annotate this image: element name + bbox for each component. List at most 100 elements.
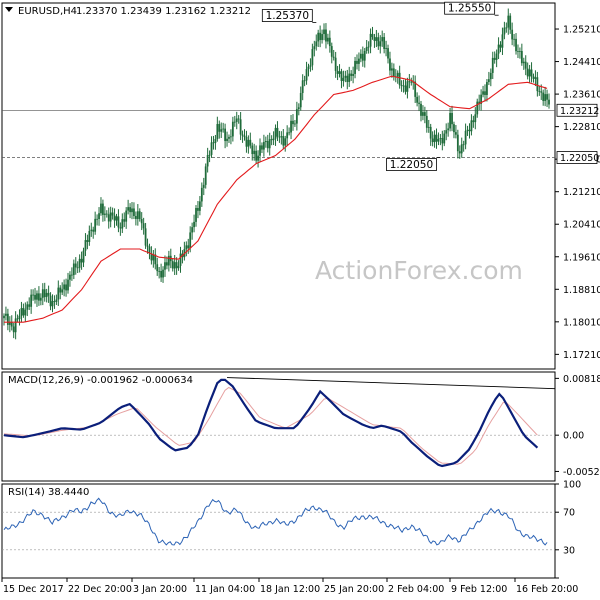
candle-body [418, 102, 420, 104]
candle-body [381, 37, 384, 42]
candle-body [503, 27, 506, 35]
candle-body [111, 212, 114, 216]
candle-body [383, 37, 386, 49]
candle-body [429, 126, 432, 139]
candle-body [261, 145, 263, 150]
candle-body [18, 315, 21, 320]
candle-body [90, 229, 93, 231]
candle-body [328, 37, 331, 47]
candle-body [255, 150, 258, 161]
macd-y-tick-label: 0.008182 [563, 374, 600, 385]
candle-body [449, 112, 451, 129]
candle-body [38, 293, 40, 301]
candle-body [373, 36, 376, 41]
candle-body [138, 211, 141, 220]
rsi-y-tick-label: 100 [563, 480, 581, 491]
candle-body [369, 33, 372, 47]
time-axis: 15 Dec 2017 22 Dec 20:00 3 Jan 20:00 11 Jan… [1, 578, 578, 595]
candle-body [247, 139, 250, 147]
rsi-panel-frame [1, 483, 556, 579]
candle-body [142, 223, 145, 229]
candle-body [69, 274, 71, 280]
candle-body [538, 91, 541, 92]
candle-body [466, 129, 469, 131]
candle-body [282, 136, 285, 146]
candle-body [342, 77, 345, 82]
candle-body [534, 77, 537, 79]
candle-body [480, 94, 483, 104]
candle-body [462, 144, 465, 146]
candle-body [20, 308, 23, 316]
candle-body [51, 301, 54, 307]
candle-body [53, 301, 56, 302]
candle-body [458, 151, 461, 154]
candle-body [489, 72, 492, 80]
candle-body [509, 15, 512, 30]
candle-body [425, 115, 428, 128]
candle-body [532, 76, 535, 79]
current-price-label: 1.23212 [560, 106, 599, 117]
candle-body [410, 81, 413, 83]
candle-body [400, 85, 403, 86]
candle-body [507, 15, 510, 28]
candle-body [546, 94, 548, 100]
price-panel: 1.252101.244101.236101.228101.220101.212… [1, 1, 600, 370]
candle-body [288, 132, 291, 134]
candle-body [404, 85, 407, 92]
rsi-y-tick-label: 70 [563, 508, 575, 519]
candle-body [323, 29, 325, 35]
candle-body [486, 82, 488, 95]
candles [3, 8, 550, 340]
candle-body [280, 136, 283, 138]
candle-body [76, 267, 79, 269]
candle-body [408, 81, 411, 83]
candle-body [447, 128, 450, 131]
candle-body [321, 34, 323, 40]
candle-body [133, 208, 135, 216]
price-y-tick-label: 1.22810 [563, 122, 600, 133]
candle-body [119, 227, 122, 229]
candle-body [32, 294, 34, 296]
candle-body [354, 60, 356, 74]
candle-body [433, 134, 436, 143]
symbol-label: EURUSD,H4 [18, 6, 77, 17]
candle-body [22, 308, 25, 316]
ohlc-values: 1.23370 1.23439 1.23162 1.23212 [76, 6, 251, 17]
candle-body [3, 315, 5, 319]
moving-average-line [4, 75, 548, 323]
candle-body [456, 134, 459, 152]
candle-body [14, 318, 17, 333]
candle-body [522, 61, 525, 64]
candle-body [150, 253, 153, 261]
candle-body [28, 304, 31, 307]
candle-body [338, 71, 341, 74]
candle-body [61, 289, 64, 293]
candle-body [262, 142, 265, 150]
callout-box [444, 1, 496, 15]
rsi-title: RSI(14) 38.4440 [8, 487, 89, 498]
candle-body [208, 154, 211, 156]
macd-title: MACD(12,26,9) -0.001962 -0.000634 [8, 375, 193, 386]
candle-body [243, 135, 246, 137]
candle-body [105, 213, 108, 215]
candle-body [358, 58, 360, 64]
callout-label: 1.25550 [448, 3, 491, 15]
candle-body [6, 313, 9, 325]
candle-body [115, 216, 118, 221]
callout-label: 1.25370 [266, 10, 309, 22]
candle-body [272, 138, 275, 141]
candle-body [431, 138, 434, 143]
candle-body [204, 166, 207, 185]
candle-body [359, 53, 362, 59]
candle-body [361, 53, 364, 61]
candle-body [476, 101, 479, 115]
macd-y-tick-label: -0.005223 [563, 467, 600, 478]
candle-body [41, 289, 44, 298]
candle-body [396, 72, 399, 77]
candle-body [235, 118, 238, 122]
candle-body [367, 46, 370, 48]
candle-body [478, 101, 481, 104]
candle-body [330, 46, 333, 57]
candle-body [226, 138, 228, 142]
